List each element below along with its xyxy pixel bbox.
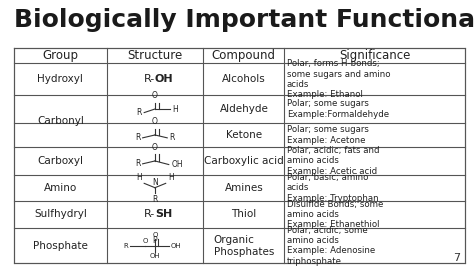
Text: Phosphate: Phosphate [33,241,88,251]
Text: Polar, basic; amino
acids
Example: Tryptophan: Polar, basic; amino acids Example: Trypt… [287,173,378,203]
Text: OH: OH [171,160,183,169]
Text: OH: OH [171,243,181,249]
Text: Significance: Significance [339,49,410,62]
Text: Hydroxyl: Hydroxyl [37,74,83,84]
Text: O: O [152,117,158,126]
Text: Compound: Compound [212,49,276,62]
Text: Polar, acidic; fats and
amino acids
Example: Acetic acid: Polar, acidic; fats and amino acids Exam… [287,146,379,176]
Text: N: N [152,178,158,187]
Text: Disulfide Bonds; some
amino acids
Example: Ethanethiol: Disulfide Bonds; some amino acids Exampl… [287,200,383,229]
Text: H: H [168,173,174,182]
Text: Polar, forms H-bonds;
some sugars and amino
acids
Example: Ethanol: Polar, forms H-bonds; some sugars and am… [287,59,390,99]
Text: H: H [173,105,178,114]
Text: Polar; some sugars
Example:Formaldehyde: Polar; some sugars Example:Formaldehyde [287,99,389,119]
Text: OH: OH [155,74,173,84]
Text: Biologically Important Functional Groups: Biologically Important Functional Groups [14,8,474,32]
Text: R: R [137,108,142,117]
Text: R: R [170,133,175,142]
Text: Organic
Phosphates: Organic Phosphates [214,235,274,257]
Text: O: O [152,92,158,100]
Text: R-: R- [144,74,155,84]
Text: O: O [143,238,148,244]
Text: Sulfhydryl: Sulfhydryl [34,209,87,219]
Text: Carboxyl: Carboxyl [37,156,83,166]
Text: Amino: Amino [44,183,77,193]
Text: Alcohols: Alcohols [222,74,266,84]
Text: 7: 7 [453,253,460,263]
Text: R: R [135,133,140,142]
Text: Amines: Amines [225,183,263,193]
Text: R: R [152,195,158,204]
Text: Group: Group [42,49,78,62]
Text: Structure: Structure [128,49,182,62]
Text: SH: SH [155,209,172,219]
Text: Polar, acidic; some
amino acids
Example: Adenosine
triphosphate: Polar, acidic; some amino acids Example:… [287,226,375,266]
Text: Carboxylic acid: Carboxylic acid [204,156,284,166]
Text: P: P [153,236,157,245]
Text: O: O [152,143,158,152]
Text: Polar; some sugars
Example: Acetone: Polar; some sugars Example: Acetone [287,125,369,145]
Text: R: R [135,159,140,168]
Text: R: R [124,243,128,249]
Text: Aldehyde: Aldehyde [219,104,268,114]
Text: R-: R- [144,209,155,219]
Text: H: H [136,173,142,182]
Text: Carbonyl: Carbonyl [37,116,84,126]
Text: Thiol: Thiol [231,209,256,219]
Text: Ketone: Ketone [226,130,262,140]
Text: O: O [152,231,158,238]
Text: OH: OH [150,253,160,259]
